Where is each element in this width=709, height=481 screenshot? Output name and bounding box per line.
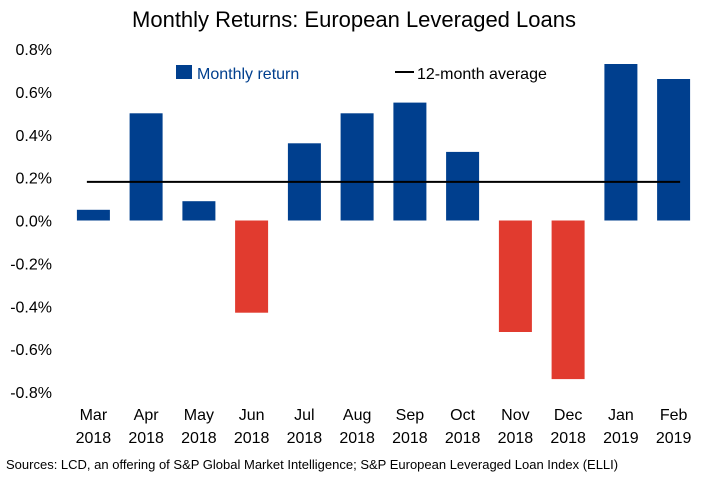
x-tick-year: 2018 xyxy=(287,430,323,447)
x-tick-year: 2018 xyxy=(181,430,217,447)
bar-sep-2018 xyxy=(393,102,427,221)
bar-mar-2018 xyxy=(76,209,110,221)
x-tick-year: 2018 xyxy=(392,430,428,447)
legend-swatch-monthly-return xyxy=(176,65,192,79)
x-tick-year: 2018 xyxy=(498,430,534,447)
x-tick-year: 2018 xyxy=(76,430,112,447)
x-tick-year: 2019 xyxy=(656,430,692,447)
y-tick-label: -0.4% xyxy=(10,299,52,316)
x-tick-month: Dec xyxy=(554,407,582,424)
x-tick-month: Sep xyxy=(396,407,425,424)
x-axis: Mar 2018 Apr 2018 May 2018 Jun 2018 Jul 2018 Aug 20… xyxy=(76,407,692,447)
bar-aug-2018 xyxy=(340,113,374,221)
x-tick-month: Mar xyxy=(80,407,108,424)
x-tick-month: Jul xyxy=(294,407,314,424)
x-tick-month: Feb xyxy=(660,407,688,424)
y-tick-label: 0.6% xyxy=(16,85,52,102)
bar-oct-2018 xyxy=(446,151,480,221)
chart-title: Monthly Returns: European Leveraged Loan… xyxy=(132,7,576,32)
legend-label-average: 12-month average xyxy=(417,66,547,83)
x-tick-year: 2018 xyxy=(234,430,270,447)
x-tick-month: Oct xyxy=(450,407,475,424)
bar-jan-2019 xyxy=(604,64,638,221)
y-tick-label: 0.2% xyxy=(16,171,52,188)
x-tick-month: Apr xyxy=(134,407,160,424)
x-tick-month: May xyxy=(184,407,214,424)
legend-label-monthly-return: Monthly return xyxy=(197,66,299,83)
y-tick-label: -0.2% xyxy=(10,256,52,273)
y-axis: 0.8% 0.6% 0.4% 0.2% 0.0% -0.2% -0.4% -0.6% -0.8% xyxy=(10,42,52,402)
bar-nov-2018 xyxy=(498,220,532,332)
y-tick-label: -0.6% xyxy=(10,342,52,359)
y-tick-label: 0.8% xyxy=(16,42,52,59)
x-tick-month: Jun xyxy=(239,407,265,424)
x-tick-year: 2019 xyxy=(603,430,639,447)
x-tick-month: Nov xyxy=(501,407,529,424)
bar-may-2018 xyxy=(182,201,216,221)
bar-dec-2018 xyxy=(551,220,585,380)
x-tick-month: Jan xyxy=(608,407,634,424)
x-tick-year: 2018 xyxy=(445,430,481,447)
y-tick-label: -0.8% xyxy=(10,385,52,402)
bars xyxy=(76,64,691,380)
y-tick-label: 0.4% xyxy=(16,128,52,145)
bar-jun-2018 xyxy=(235,220,269,313)
bar-feb-2019 xyxy=(657,79,691,221)
legend: Monthly return 12-month average xyxy=(176,65,547,83)
y-tick-label: 0.0% xyxy=(16,214,52,231)
bar-apr-2018 xyxy=(129,113,163,221)
x-tick-year: 2018 xyxy=(550,430,586,447)
source-note: Sources: LCD, an offering of S&P Global … xyxy=(6,457,618,472)
x-tick-year: 2018 xyxy=(339,430,375,447)
x-tick-month: Aug xyxy=(343,407,371,424)
x-tick-year: 2018 xyxy=(128,430,164,447)
